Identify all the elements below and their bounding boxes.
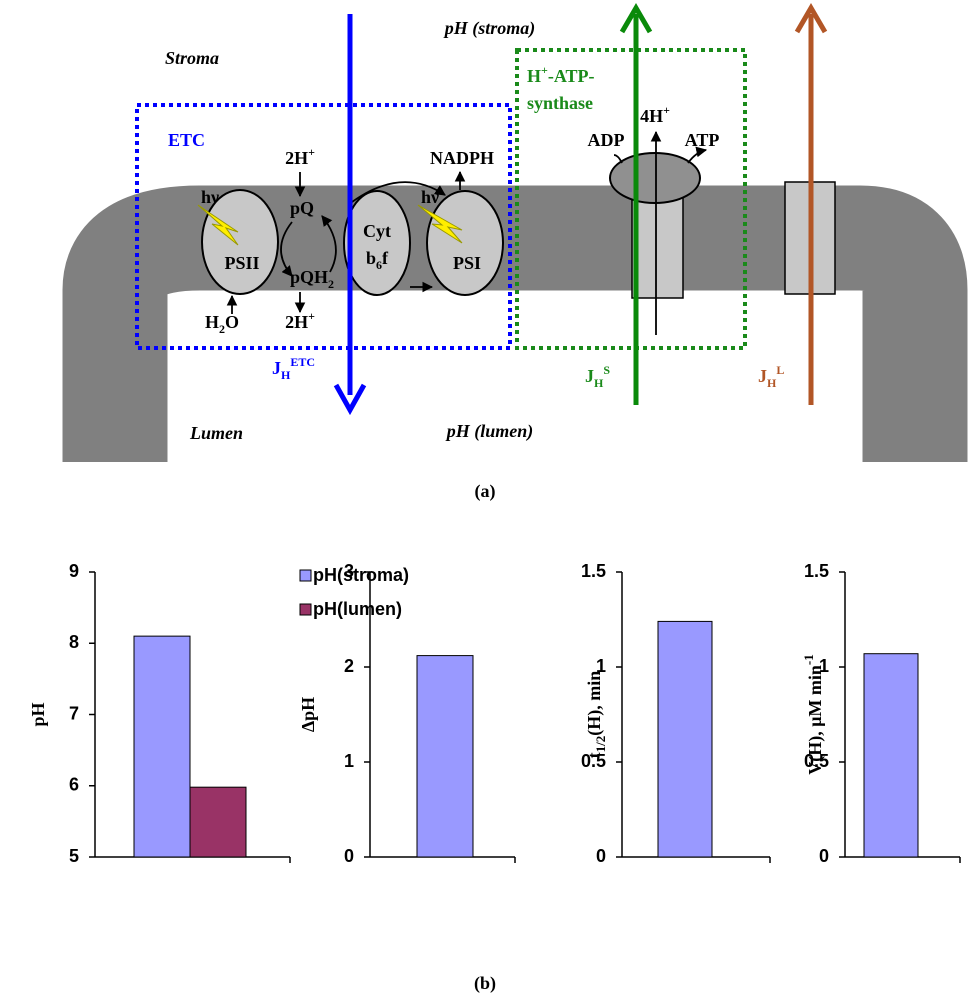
h2-label: 2H+ [285,309,315,332]
h2-label-part: 2H [285,148,308,168]
j-etc-label: JHETC [272,355,315,382]
y-tick-label: 2 [344,656,354,676]
b6f-label-part: b [366,248,376,268]
y-tick-label: 1.5 [581,561,606,581]
pq-label: pQ [290,198,314,218]
y-tick-label: 6 [69,775,79,795]
h2o-label: H2O [205,312,239,336]
h4-label: 4H+ [640,103,670,126]
y-tick-label: 5 [69,846,79,866]
page: StromaLumenpH (stroma)pH (lumen)ETCH+-AT… [0,0,971,1007]
synthase-label-part: -ATP- [548,66,595,86]
psi-label: PSI [453,253,481,273]
caption: (b) [474,973,496,994]
lumen-label: Lumen [189,423,243,443]
legend-swatch [300,570,311,581]
synthase-head [610,153,700,203]
y-tick-label: 1 [344,751,354,771]
j-etc-label-part: J [272,358,281,378]
y-tick-label: 9 [69,561,79,581]
y-tick-label: 0 [344,846,354,866]
caption: (a) [475,481,496,502]
bar [864,654,918,857]
y-axis-label-part: pH [28,702,48,726]
ph-lumen-label: pH (lumen) [445,421,534,442]
j-etc-label-part: ETC [290,355,315,369]
bar [417,656,473,857]
y-tick-label: 0 [819,846,829,866]
y-axis-label-part: 1/2 [593,736,608,753]
etc-label: ETC [168,130,205,150]
y-axis-label-part: -1 [801,654,816,665]
synthase-label: synthase [527,93,593,113]
pqh2-label-part: 2 [328,277,334,291]
y-axis-label-part: V(H), μM min [805,665,826,775]
nadph-label: NADPH [430,148,494,168]
synthase-stalk [632,190,683,298]
cyt-b6f [344,191,410,295]
h2-label: 2H+ [285,145,315,168]
y-tick-label: 3 [344,561,354,581]
b6f-label-part: f [382,248,389,268]
j-s-label-part: J [585,366,594,386]
j-l-label-part: L [776,363,784,377]
h4-label-part: + [663,103,670,117]
hv-label: hν [201,187,219,207]
atp-label: ATP [685,130,720,150]
legend-label: pH(stroma) [313,565,409,585]
h2-label-part: 2H [285,312,308,332]
bar [190,787,246,857]
h2o-label-part: O [225,312,239,332]
y-axis-label: pH [28,702,48,726]
legend-label: pH(lumen) [313,599,402,619]
pqh2-label-part: pQH [290,267,328,287]
psii-label: PSII [224,253,259,273]
h2o-label-part: H [205,312,219,332]
ph-stroma-label: pH (stroma) [443,18,536,39]
legend-swatch [300,604,311,615]
stroma-label: Stroma [165,48,219,68]
h4-label-part: 4H [640,106,663,126]
figure: StromaLumenpH (stroma)pH (lumen)ETCH+-AT… [0,0,971,1007]
j-s-label-part: S [603,363,610,377]
h2-label-part: + [308,145,315,159]
y-axis-label: ΔpH [298,697,318,732]
cyt-label: Cyt [363,221,391,241]
j-s-label: JHS [585,363,610,390]
adp-label: ADP [588,130,625,150]
y-axis-label-part: (H), min [584,671,605,736]
y-tick-label: 7 [69,703,79,723]
synthase-label-part: H [527,66,541,86]
j-l-label-part: H [767,376,777,390]
y-tick-label: 1.5 [804,561,829,581]
j-l-label-part: J [758,366,767,386]
j-s-label-part: H [594,376,604,390]
y-axis-label: t1/2(H), min [584,671,608,759]
j-etc-label-part: H [281,368,291,382]
bar [134,636,190,857]
y-axis-label: V(H), μM min-1 [801,654,826,775]
y-tick-label: 8 [69,632,79,652]
synthase-label: H+-ATP- [527,63,595,86]
y-axis-label-part: ΔpH [298,697,318,732]
h2-label-part: + [308,309,315,323]
hv-label: hν [421,187,439,207]
y-tick-label: 0 [596,846,606,866]
bar [658,621,712,857]
j-l-label: JHL [758,363,784,390]
